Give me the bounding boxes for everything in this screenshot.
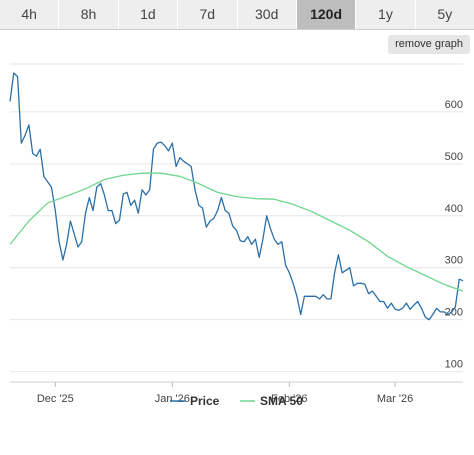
- series-lines: [9, 72, 464, 321]
- y-tick-label: 100: [445, 359, 463, 371]
- tab-1y[interactable]: 1y: [356, 0, 416, 29]
- tab-8h[interactable]: 8h: [59, 0, 119, 29]
- x-tick-label: Feb '26: [271, 393, 307, 405]
- y-tick-label: 200: [445, 307, 463, 319]
- tab-7d[interactable]: 7d: [178, 0, 238, 29]
- tab-1d[interactable]: 1d: [118, 0, 179, 29]
- tab-4h[interactable]: 4h: [0, 0, 60, 29]
- legend-sma-label[interactable]: SMA 50: [260, 394, 303, 408]
- y-axis-ticks: 100 200 300 400 500 600: [445, 99, 463, 371]
- remove-graph-button[interactable]: remove graph: [388, 35, 470, 54]
- y-tick-label: 300: [445, 255, 463, 267]
- sma-series-line: [9, 172, 464, 292]
- x-tick-label: Mar '26: [377, 393, 413, 405]
- y-tick-label: 500: [445, 151, 463, 163]
- tab-30d[interactable]: 30d: [237, 0, 297, 29]
- x-tick-label: Jan '26: [155, 393, 190, 405]
- tab-120d[interactable]: 120d: [296, 0, 357, 29]
- tab-5y[interactable]: 5y: [415, 0, 474, 29]
- y-tick-label: 600: [445, 99, 463, 111]
- x-axis-ticks: Dec '25 Jan '26 Feb '26 Mar '26: [37, 382, 413, 405]
- legend-price-label[interactable]: Price: [190, 394, 220, 408]
- y-tick-label: 400: [445, 203, 463, 215]
- timeframe-tabs: 4h 8h 1d 7d 30d 120d 1y 5y: [0, 0, 474, 30]
- price-series-line: [9, 72, 464, 321]
- x-tick-label: Dec '25: [37, 393, 74, 405]
- legend: Price SMA 50: [170, 394, 303, 408]
- grid-lines: [10, 63, 463, 383]
